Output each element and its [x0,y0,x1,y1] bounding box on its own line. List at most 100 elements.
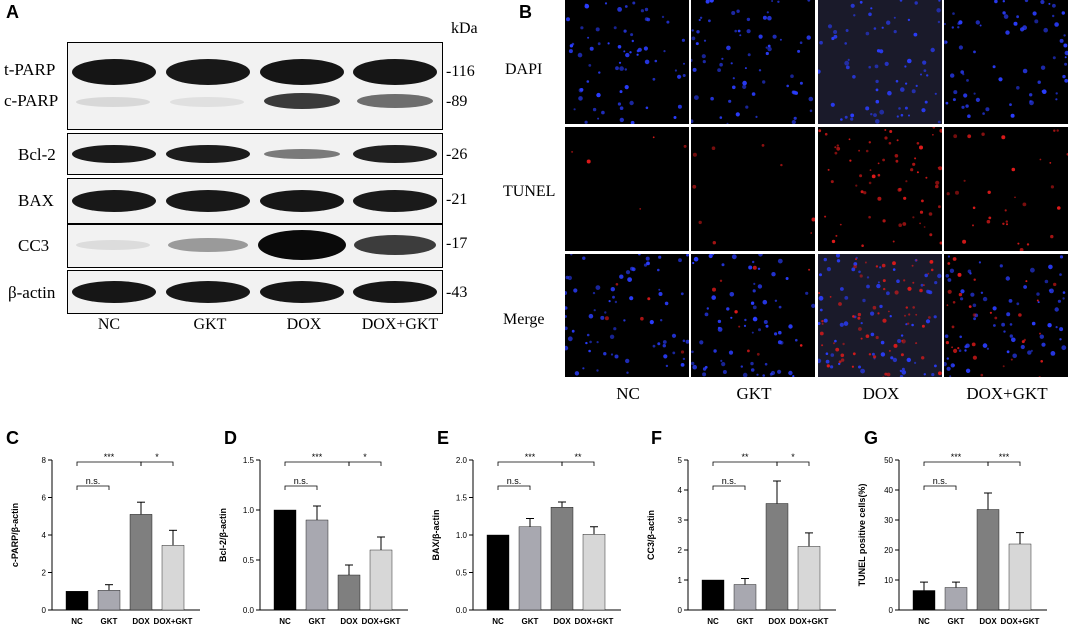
chart-g-sig-label: *** [999,452,1010,462]
chart-d-ytick-label: 1.5 [243,456,255,465]
band-cparp-nc [76,97,150,107]
chart-c-ylabel: c-PARP/β-actin [10,503,20,567]
band-cc3-dox [258,230,346,260]
band-bax-doxgkt [353,190,437,212]
band-tparp-doxgkt [353,59,437,85]
lane-label-nc: NC [97,316,121,333]
micrograph-tunel-nc [565,127,689,251]
chart-c-bar-gkt [97,590,121,611]
band-cc3-nc [76,240,150,250]
chart-g-ylabel: TUNEL positive cells(%) [857,484,867,587]
chart-g-category-label: GKT [948,617,965,626]
chart-f-ytick-label: 3 [678,516,683,525]
chart-g-sig-bracket [987,461,1021,466]
chart-f-sig-bracket [776,461,810,466]
band-bax-dox [260,190,344,212]
row-label-merge: Merge [503,311,545,328]
chart-e-category-label: DOX+GKT [575,617,614,626]
chart-f-bar-doxgkt [797,546,821,611]
chart-d-sig-label: n.s. [294,476,309,486]
chart-c-sig-label: * [155,452,159,462]
marker-116: -116 [446,63,475,80]
band-bcl2-nc [72,145,156,163]
panel-letter-e: E [437,428,450,448]
chart-c-ytick-label: 6 [42,494,47,503]
marker-26: -26 [446,146,468,163]
chart-e-sig-bracket [561,461,595,466]
chart-d-sig-bracket [284,461,350,466]
blot-strip-cc3 [67,224,443,268]
chart-f-ytick-label: 4 [678,486,683,495]
chart-f-category-label: DOX [768,617,786,626]
micrograph-merge-gkt [691,254,815,377]
chart-f-ylabel: CC3/β-actin [646,510,656,560]
chart-d-sig-label: *** [312,452,323,462]
micrograph-dapi-doxgkt [944,0,1068,124]
chart-d-category-label: DOX+GKT [362,617,401,626]
chart-e-sig-bracket [497,461,563,466]
chart-d-category-label: DOX [340,617,358,626]
chart-c-sig-bracket [140,461,174,466]
chart-e-ytick-label: 2.0 [456,456,468,465]
band-actin-doxgkt [353,281,437,303]
band-actin-dox [260,281,344,303]
blot-label-cparp: c-PARP [4,91,59,110]
blot-label-bax: BAX [18,191,54,210]
chart-d-sig-bracket [348,461,382,466]
chart-e-bar-nc [486,534,510,611]
chart-g-bar-doxgkt [1008,543,1032,611]
chart-c-ytick-label: 2 [42,569,47,578]
chart-g-bar-dox [976,509,1000,611]
chart-d-sig-bracket [284,485,318,490]
chart-e-bar-dox [550,507,574,611]
band-bcl2-doxgkt [353,145,437,163]
blot-label-tparp: t-PARP [4,60,56,79]
chart-f-sig-label: ** [741,452,749,462]
marker-89: -89 [446,93,468,110]
chart-f-ytick-label: 2 [678,546,683,555]
chart-e-category-label: GKT [522,617,539,626]
chart-e-ytick-label: 1.5 [456,494,468,503]
chart-e-category-label: DOX [553,617,571,626]
panel-letter-f: F [651,428,662,448]
band-cparp-doxgkt [357,94,433,108]
col-label-doxgkt: DOX+GKT [966,384,1048,403]
chart-f-sig-bracket [712,485,746,490]
chart-f-sig-bracket [712,461,778,466]
chart-f-category-label: GKT [737,617,754,626]
panel-letter-g: G [864,428,879,448]
chart-c-sig-bracket [76,461,142,466]
col-label-dox: DOX [862,384,900,403]
micrograph-merge-nc [565,254,689,377]
chart-g-ytick-label: 40 [884,486,893,495]
micrograph-dapi-gkt [691,0,815,124]
chart-f-category-label: NC [707,617,719,626]
lane-label-doxgkt: DOX+GKT [361,316,439,333]
chart-g-ytick-label: 30 [884,516,893,525]
marker-43: -43 [446,284,468,301]
chart-f-ytick-label: 5 [678,456,683,465]
chart-c-bar-dox [129,514,153,611]
blot-strip-parp [67,42,443,130]
chart-e-sig-label: ** [574,452,582,462]
chart-g-category-label: NC [918,617,930,626]
micrograph-dapi-nc [565,0,689,124]
band-bax-gkt [166,190,250,212]
chart-f-bar-gkt [733,584,757,611]
chart-c-bar-nc [65,591,89,611]
col-label-gkt: GKT [736,384,772,403]
chart-f-ytick-label: 1 [678,576,683,585]
band-cparp-dox [264,93,340,109]
chart-c-ytick-label: 0 [42,606,47,615]
chart-e-sig-label: *** [525,452,536,462]
chart-g-category-label: DOX+GKT [1001,617,1040,626]
chart-e-bar-doxgkt [582,534,606,611]
band-bax-nc [72,190,156,212]
blot-strip-bcl2 [67,133,443,175]
panel-letter-a: A [6,2,19,22]
chart-g-bar-gkt [944,587,968,611]
chart-f-bar-dox [765,503,789,611]
chart-c-category-label: NC [71,617,83,626]
chart-c-sig-label: *** [104,452,115,462]
